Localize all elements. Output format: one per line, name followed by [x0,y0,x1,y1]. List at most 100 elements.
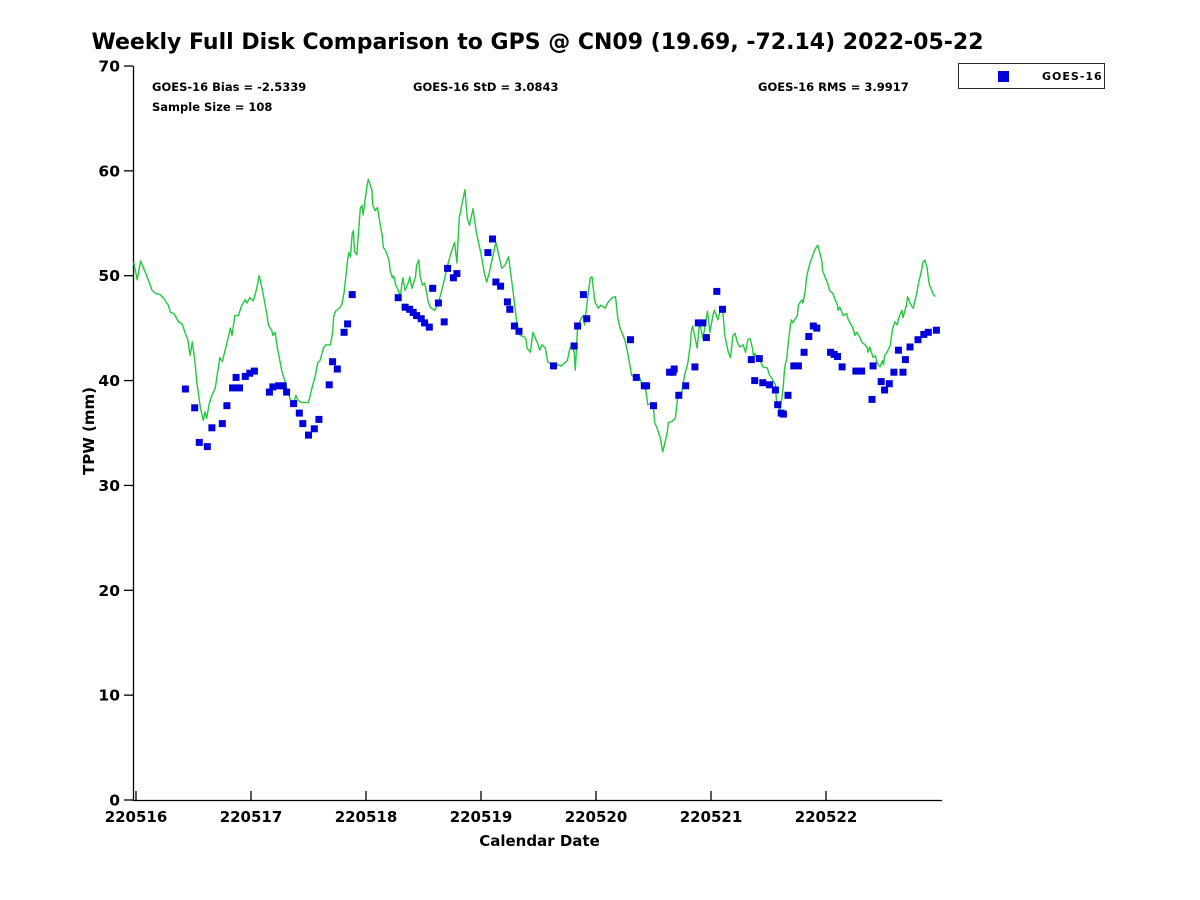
goes16-marker [492,278,500,286]
goes16-marker [218,420,226,428]
goes16-marker [275,382,283,390]
goes16-marker [434,299,442,307]
goes16-marker [766,381,774,389]
goes16-marker [344,320,352,328]
goes16-marker [429,284,437,292]
goes16-marker [413,312,421,320]
goes16-marker [250,367,258,375]
goes16-marker [650,402,657,410]
legend-goes16-label: GOES-16 [1042,69,1103,83]
goes16-marker [510,322,518,330]
y-tick-label: 10 [98,687,120,705]
goes16-marker [497,282,505,290]
goes16-marker [755,355,763,363]
x-tick-label: 220522 [795,808,858,826]
goes16-marker [579,291,587,299]
goes16-marker [333,365,341,373]
goes16-marker [899,368,907,376]
goes16-marker [901,356,909,364]
goes16-marker [453,270,461,278]
goes16-marker [290,400,298,408]
goes16-marker [759,379,767,387]
goes16-marker [784,391,792,399]
goes16-marker [805,333,813,340]
goes16-marker [305,431,312,439]
goes16-marker [279,382,287,390]
goes16-marker [440,318,448,326]
goes16-marker [747,356,755,364]
goes16-marker [691,363,699,371]
goes16-marker [813,324,821,332]
y-tick-label: 0 [109,792,120,810]
goes16-marker [694,319,702,327]
goes16-marker [315,415,323,423]
goes16-marker [195,438,203,446]
stat-sample-size: Sample Size = 108 [152,100,273,114]
goes16-marker [203,443,211,451]
goes16-marker [449,274,457,282]
goes16-marker [506,305,514,313]
goes16-marker [550,362,557,370]
goes16-marker [914,336,922,344]
goes16-marker [265,388,273,396]
goes16-marker [583,315,591,323]
goes16-marker [794,362,802,370]
goes16-marker [643,382,651,390]
legend-goes16-square-marker-icon [998,70,1009,82]
goes16-marker [425,323,433,331]
goes16-marker [877,378,885,386]
x-tick-label: 220520 [565,808,628,826]
goes16-marker [295,409,303,417]
goes16-marker [283,388,291,396]
goes16-marker [800,348,808,356]
stat-bias: GOES-16 Bias = -2.5339 [152,80,307,94]
legend: GOES-16 [958,63,1105,89]
goes16-marker [885,380,893,388]
goes16-marker [906,343,914,351]
goes16-marker [394,294,402,302]
stat-rms: GOES-16 RMS = 3.9917 [758,80,909,94]
goes16-marker [924,328,932,336]
goes16-marker [236,384,243,392]
goes16-marker [232,373,240,381]
goes16-marker [484,249,492,257]
goes16-marker [890,368,898,376]
goes16-marker [868,395,876,403]
y-tick-label: 20 [98,582,120,600]
goes16-marker [932,326,940,334]
chart-title: Weekly Full Disk Comparison to GPS @ CN0… [91,30,984,55]
goes16-marker [421,319,429,327]
goes16-marker [191,404,199,412]
y-axis-title: TPW (mm) [80,387,98,475]
goes16-marker [838,363,846,371]
stat-std: GOES-16 StD = 3.0843 [413,80,559,94]
goes16-marker [401,303,409,311]
y-tick-label: 70 [98,58,120,76]
goes16-marker [771,386,779,394]
goes16-marker [713,287,721,295]
gps-line [133,178,936,453]
y-tick-label: 30 [98,477,120,495]
goes16-marker [348,291,356,299]
goes16-marker [229,384,237,392]
x-tick-label: 220516 [105,808,168,826]
goes16-marker [719,305,726,313]
goes16-marker [632,373,640,381]
goes16-marker [325,381,333,389]
goes16-marker [417,315,425,323]
goes16-marker [444,264,452,272]
x-tick-label: 220517 [220,808,283,826]
goes16-marker [894,346,902,354]
goes16-marker [515,327,523,335]
goes16-marker [223,402,231,410]
goes16-marker [774,401,782,409]
goes16-marker [269,383,277,391]
goes16-marker [790,362,798,370]
y-tick-label: 60 [98,162,120,180]
goes16-marker [869,362,877,370]
goes16-marker [682,382,690,390]
goes16-marker [834,353,841,360]
goes16-marker [702,334,710,342]
x-tick-label: 220518 [335,808,398,826]
y-tick-label: 50 [98,267,120,285]
